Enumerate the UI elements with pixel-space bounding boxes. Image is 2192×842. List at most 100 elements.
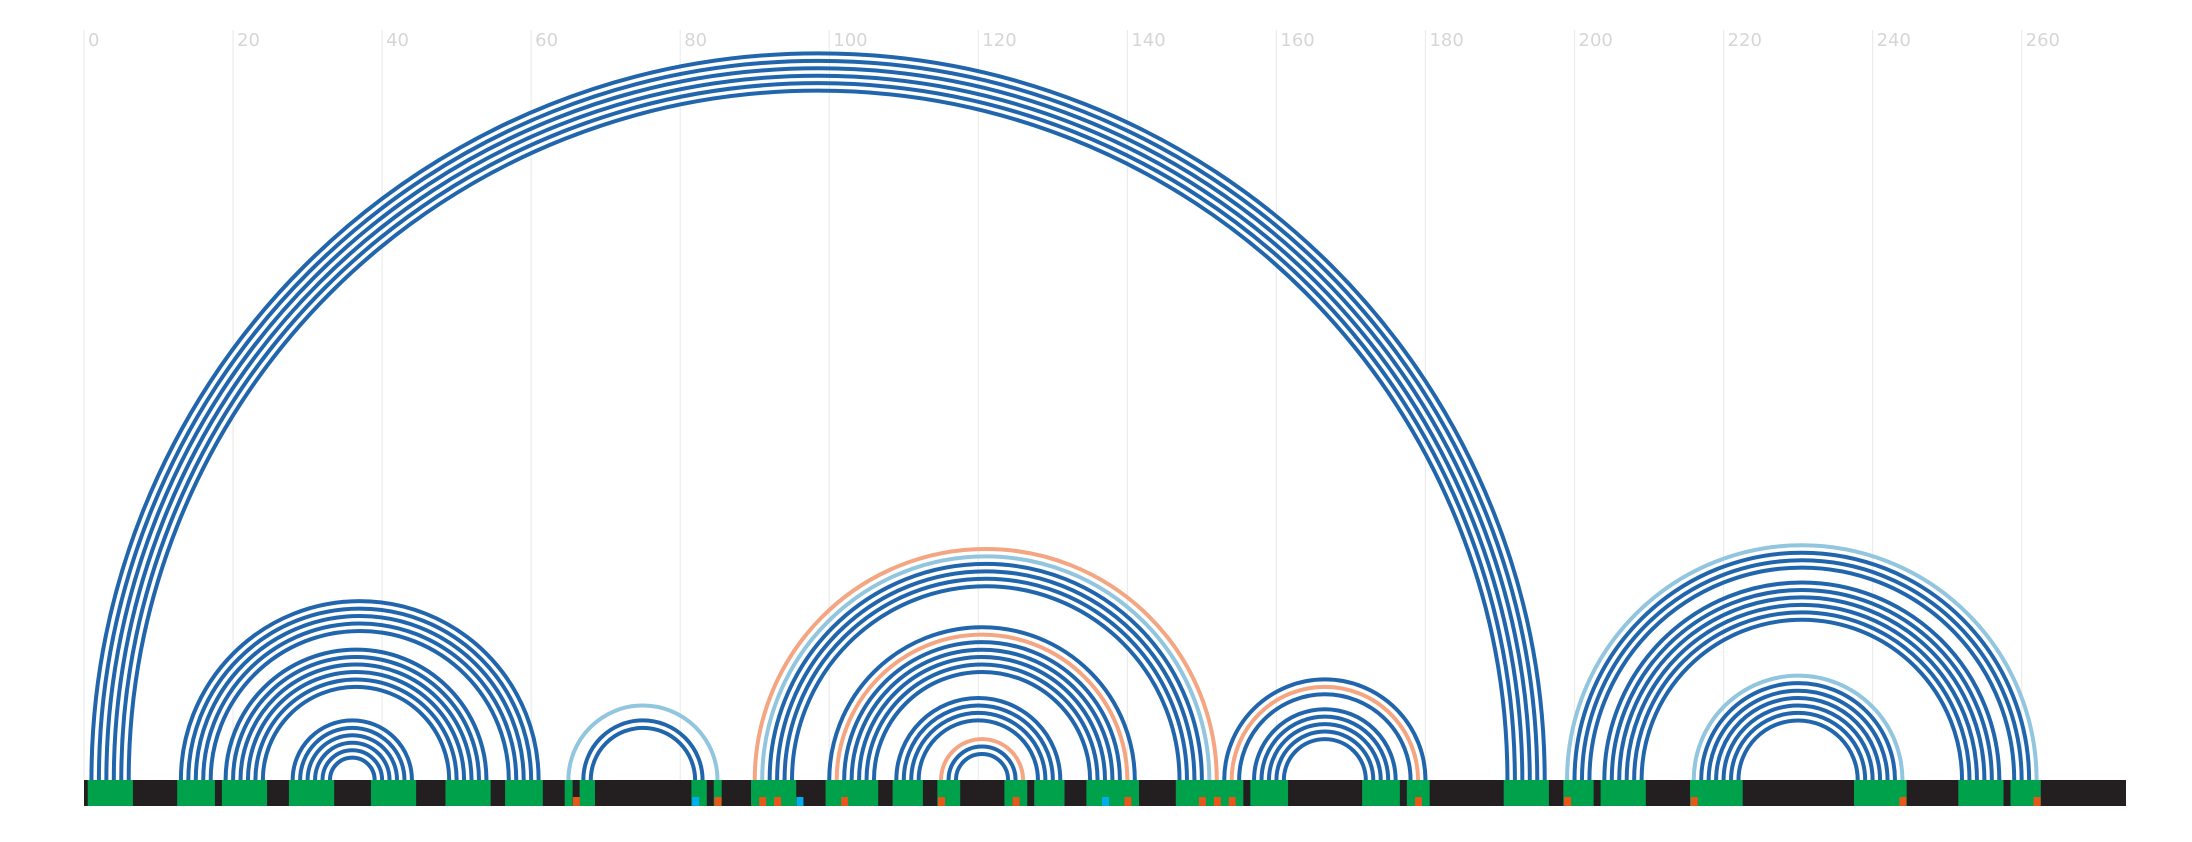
paired-base <box>184 780 193 806</box>
paired-base <box>1056 780 1065 806</box>
arc <box>842 640 1122 781</box>
paired-base <box>1853 780 1862 806</box>
arc <box>916 718 1040 781</box>
arc <box>201 621 519 781</box>
paired-base <box>1585 780 1594 806</box>
paired-base <box>1690 780 1698 806</box>
paired-base <box>370 780 379 806</box>
paired-base <box>95 780 104 806</box>
paired-base <box>914 780 923 806</box>
base-marker <box>1415 797 1423 806</box>
base-marker <box>2033 797 2041 806</box>
paired-base <box>1257 780 1266 806</box>
arc <box>1714 696 1883 781</box>
paired-base <box>1116 780 1125 806</box>
paired-base <box>296 780 305 806</box>
paired-base <box>765 780 774 806</box>
paired-base <box>1868 780 1877 806</box>
x-tick-label: 20 <box>237 30 260 51</box>
arc <box>1565 543 2039 781</box>
paired-base <box>2017 780 2026 806</box>
paired-base <box>1265 780 1274 806</box>
paired-base <box>937 780 946 806</box>
arc <box>305 733 400 781</box>
arc <box>1602 580 2002 781</box>
paired-base <box>758 780 767 806</box>
arc <box>1252 707 1398 781</box>
arc <box>566 703 720 781</box>
paired-base <box>318 780 327 806</box>
paired-base <box>1272 780 1281 806</box>
arc <box>1729 711 1868 781</box>
paired-base <box>87 780 96 806</box>
arc <box>827 625 1137 781</box>
arc <box>1274 730 1376 781</box>
arc <box>1222 677 1428 781</box>
paired-base <box>1227 780 1236 806</box>
paired-base <box>1190 780 1199 806</box>
paired-base <box>1511 780 1520 806</box>
paired-base <box>1533 780 1542 806</box>
paired-base <box>855 780 864 806</box>
base-marker <box>692 797 700 806</box>
arc <box>1736 718 1860 781</box>
paired-base <box>1011 780 1020 806</box>
paired-base <box>579 780 588 806</box>
paired-base <box>587 780 595 806</box>
base-marker <box>938 797 946 806</box>
paired-base <box>564 780 573 806</box>
paired-base <box>1615 780 1624 806</box>
paired-base <box>862 780 871 806</box>
arc <box>1691 674 1905 781</box>
paired-base <box>2032 780 2041 806</box>
arc <box>581 718 705 781</box>
arc <box>1619 597 1984 780</box>
paired-base <box>1704 780 1713 806</box>
arc <box>864 662 1100 781</box>
paired-base <box>2010 780 2019 806</box>
arc <box>1609 587 1994 781</box>
paired-base <box>1101 780 1110 806</box>
paired-base <box>1093 780 1102 806</box>
arc <box>290 718 414 781</box>
paired-base <box>1280 780 1289 806</box>
arc <box>298 725 407 781</box>
arc <box>223 648 489 781</box>
paired-base <box>527 780 536 806</box>
arc <box>238 662 474 781</box>
paired-base <box>840 780 849 806</box>
arc <box>775 570 1197 781</box>
arc <box>96 58 1540 781</box>
paired-base <box>892 780 901 806</box>
paired-base <box>788 780 797 806</box>
arc <box>588 726 698 781</box>
paired-base <box>1235 780 1244 806</box>
x-tick-label: 220 <box>1728 30 1762 51</box>
arc <box>1721 703 1875 781</box>
paired-base <box>1175 780 1184 806</box>
arc <box>857 655 1107 781</box>
arc <box>245 669 467 781</box>
arc <box>909 711 1048 781</box>
paired-base <box>1131 780 1140 806</box>
paired-base <box>408 780 417 806</box>
paired-base <box>870 780 879 806</box>
paired-base <box>1250 780 1259 806</box>
paired-base <box>505 780 514 806</box>
paired-base <box>400 780 409 806</box>
paired-base <box>1384 780 1393 806</box>
paired-base <box>482 780 491 806</box>
base-marker <box>1012 797 1020 806</box>
base-marker <box>1228 797 1236 806</box>
paired-base <box>1958 780 1967 806</box>
base-marker <box>1124 797 1132 806</box>
paired-base <box>1876 780 1885 806</box>
paired-base <box>1861 780 1870 806</box>
arc <box>946 744 1018 781</box>
paired-base <box>1369 780 1378 806</box>
arc <box>849 648 1115 781</box>
paired-base <box>475 780 484 806</box>
paired-base <box>691 780 700 806</box>
paired-base <box>1630 780 1639 806</box>
paired-base <box>393 780 402 806</box>
